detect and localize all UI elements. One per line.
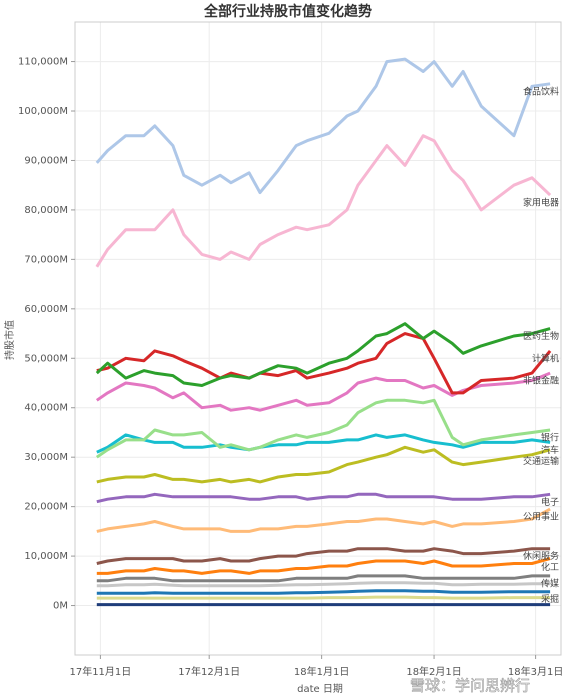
x-tick-label: 18年3月1日	[508, 665, 563, 678]
series-label: 计算机	[532, 352, 559, 364]
series-line	[96, 581, 551, 588]
plot-frame	[74, 21, 562, 656]
series-label: 公用事业	[523, 511, 559, 523]
series-line	[96, 433, 551, 454]
series-line	[96, 595, 551, 600]
series-label: 食品饮料	[523, 85, 559, 97]
series-line	[95, 371, 551, 412]
y-tick-label: 20,000M	[24, 502, 68, 513]
series-line	[96, 589, 551, 595]
y-tick-label: 100,000M	[18, 106, 68, 117]
series-label: 化工	[541, 561, 559, 573]
y-tick-label: 40,000M	[24, 403, 68, 414]
x-axis-label: date 日期	[297, 683, 343, 695]
series-label: 医药生物	[523, 330, 559, 342]
x-tick-label: 17年11月1日	[69, 665, 131, 678]
watermark: 雪球：学问思辨行	[410, 677, 530, 695]
series-line	[96, 332, 552, 395]
y-tick-label: 110,000M	[18, 57, 68, 68]
series-line	[95, 134, 552, 268]
series-line	[96, 547, 551, 565]
series-label: 传媒	[541, 577, 559, 589]
y-tick-label: 30,000M	[24, 452, 68, 463]
series-label: 交通运输	[523, 455, 559, 467]
series-label: 汽车	[541, 444, 559, 456]
series-label: 采掘	[541, 593, 559, 605]
series-line	[95, 398, 551, 459]
chart-title: 全部行业持股市值变化趋势	[203, 3, 372, 20]
y-tick-label: 60,000M	[24, 304, 68, 315]
series-label: 休闲服务	[523, 550, 559, 562]
series-line	[96, 574, 551, 583]
x-tick-label: 18年2月1日	[406, 665, 461, 678]
series-label: 家用电器	[523, 197, 559, 209]
y-tick-label: 70,000M	[24, 254, 68, 265]
y-tick-label: 10,000M	[24, 551, 68, 562]
y-tick-label: 0M	[53, 601, 68, 612]
series-line	[95, 57, 551, 195]
series-line	[95, 322, 551, 387]
series-line	[96, 507, 551, 533]
series-line	[96, 557, 551, 575]
series-label: 电子	[541, 496, 559, 508]
y-tick-label: 90,000M	[24, 155, 68, 166]
x-tick-label: 17年12月1日	[178, 665, 240, 678]
y-axis-label: 持股市值	[3, 320, 16, 360]
x-tick-label: 18年1月1日	[294, 665, 349, 678]
y-tick-label: 50,000M	[24, 353, 68, 364]
series-line	[96, 492, 551, 504]
y-tick-label: 80,000M	[24, 205, 68, 216]
series-line	[96, 445, 551, 484]
series-label: 银行	[541, 431, 559, 443]
series-label: 非银金融	[523, 375, 559, 387]
